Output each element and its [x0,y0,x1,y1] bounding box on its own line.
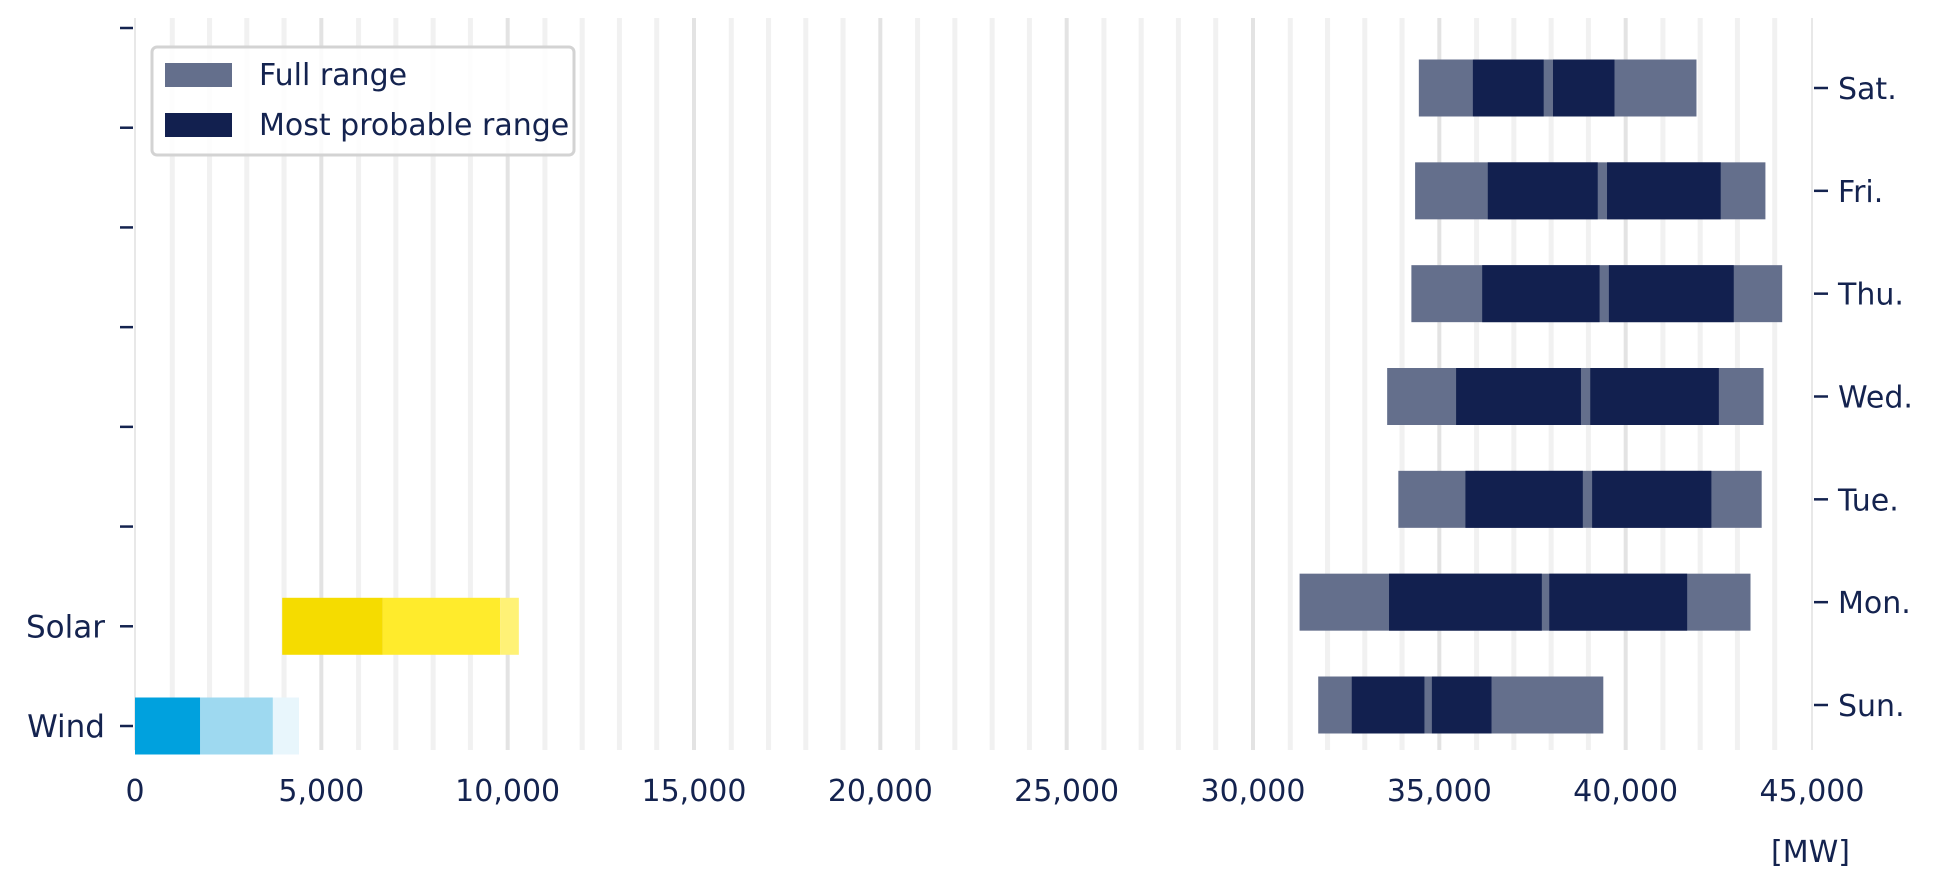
wind-bar-segment [135,697,201,755]
most-probable-range-bar [1590,368,1719,425]
x-tick-label: 10,000 [455,774,560,809]
most-probable-range-bar [1482,265,1600,323]
day-label: Wed. [1838,381,1913,416]
legend-label: Full range [259,58,407,93]
x-tick-label: 15,000 [642,774,747,809]
x-tick-label: 5,000 [278,774,364,809]
right-axis: Sat. Fri. Thu. Wed. Tue. Mon. Sun. [1814,72,1913,724]
day-label: Thu. [1837,278,1904,313]
legend-swatch [165,63,232,87]
x-tick-label: 25,000 [1014,774,1119,809]
legend-label: Most probable range [259,108,569,143]
wind-bar-segment [272,697,299,755]
most-probable-range-bar [1472,59,1544,117]
legend-swatch [165,113,232,137]
most-probable-range-bar [1552,59,1615,117]
most-probable-range-bar [1389,573,1542,631]
x-tick-label: 40,000 [1573,774,1678,809]
x-axis-unit-label: [MW] [1771,835,1850,870]
x-tick-label: 45,000 [1760,774,1865,809]
most-probable-range-bar [1351,676,1425,734]
most-probable-range-bar [1608,265,1734,323]
day-label: Sun. [1838,689,1905,724]
most-probable-range-bar [1456,368,1581,425]
most-probable-range-bar [1549,573,1688,631]
day-label: Fri. [1838,175,1883,210]
most-probable-range-bar [1592,470,1712,528]
day-label: Mon. [1838,586,1911,621]
category-label-solar: Solar [26,609,105,645]
day-label: Sat. [1838,72,1897,107]
x-tick-label: 30,000 [1201,774,1306,809]
bars [135,59,1783,755]
solar-bar-segment [382,597,501,655]
x-tick-label: 20,000 [828,774,933,809]
most-probable-range-bar [1607,162,1721,220]
most-probable-range-bar [1465,470,1583,528]
solar-bar-segment [282,597,383,655]
solar-bar-segment [500,597,519,655]
wind-bar-segment [200,697,273,755]
x-tick-label: 35,000 [1387,774,1492,809]
legend: Full range Most probable range [150,45,576,157]
most-probable-range-bar [1487,162,1598,220]
most-probable-range-bar [1431,676,1492,734]
category-label-wind: Wind [27,709,105,745]
x-tick-label: 0 [125,774,144,809]
day-label: Tue. [1837,483,1899,518]
x-axis: 0 5,000 10,000 15,000 20,000 25,000 30,000 35,0… [125,774,1864,809]
legend-box [150,45,576,157]
left-axis: Solar Wind [26,26,133,745]
